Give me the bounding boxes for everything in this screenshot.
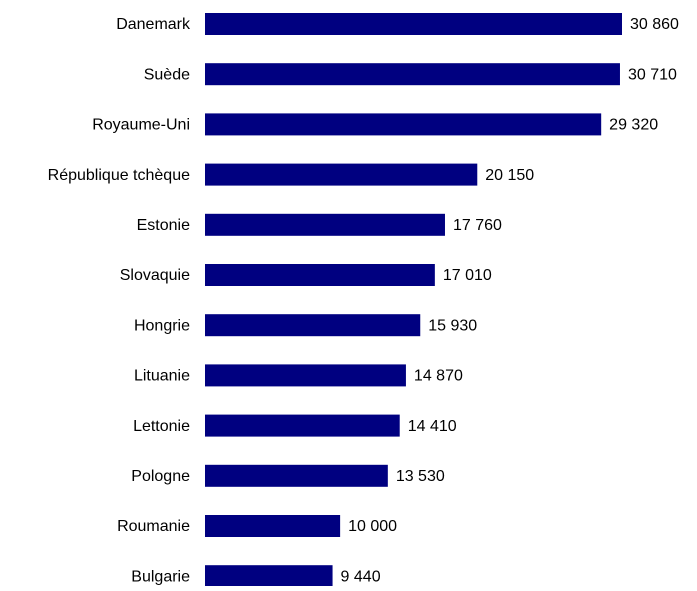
value-label: 17 010 — [443, 267, 492, 284]
value-label: 20 150 — [485, 167, 534, 184]
category-label: Suède — [144, 66, 190, 83]
category-label: Royaume-Uni — [92, 117, 190, 134]
value-label: 13 530 — [396, 468, 445, 485]
value-label: 29 320 — [609, 117, 658, 134]
value-label: 17 760 — [453, 217, 502, 234]
bar — [205, 314, 421, 337]
category-label: République tchèque — [48, 167, 190, 184]
bar — [205, 163, 478, 186]
category-label: Roumanie — [117, 518, 190, 535]
bar — [205, 414, 400, 437]
bar — [205, 113, 602, 136]
bar — [205, 565, 333, 588]
category-label: Hongrie — [134, 317, 190, 334]
bar — [205, 464, 388, 487]
category-label: Lituanie — [134, 368, 190, 385]
value-label: 15 930 — [428, 317, 477, 334]
value-label: 30 860 — [630, 16, 679, 33]
bar — [205, 13, 622, 35]
category-label: Pologne — [131, 468, 190, 485]
value-label: 14 410 — [408, 418, 457, 435]
category-label: Slovaquie — [120, 267, 190, 284]
bar — [205, 515, 341, 537]
bar — [205, 264, 435, 286]
category-label: Bulgarie — [131, 568, 190, 585]
bar — [205, 213, 445, 236]
category-label: Danemark — [116, 16, 191, 33]
bar — [205, 364, 406, 387]
category-label: Lettonie — [133, 418, 190, 435]
value-label: 14 870 — [414, 368, 463, 385]
bar — [205, 63, 620, 86]
category-label: Estonie — [137, 217, 190, 234]
value-label: 10 000 — [348, 518, 397, 535]
value-label: 9 440 — [341, 568, 381, 585]
value-label: 30 710 — [628, 66, 677, 83]
